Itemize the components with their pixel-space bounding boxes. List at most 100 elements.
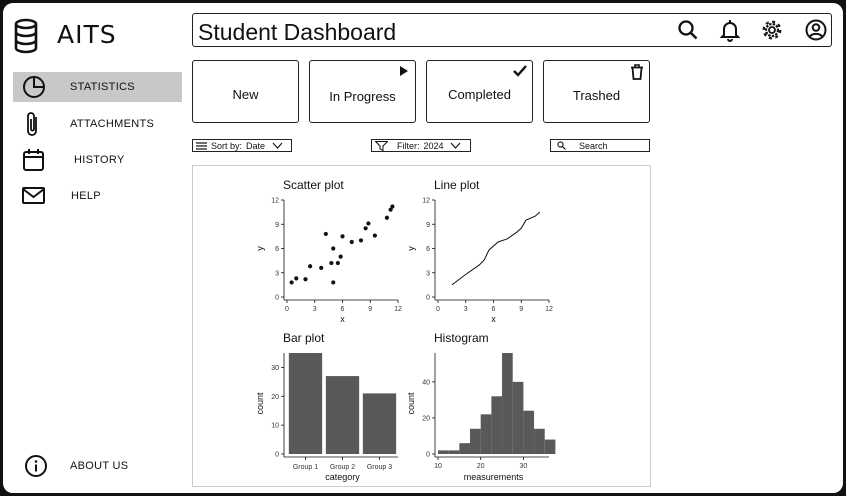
- histogram-bin: [448, 450, 460, 454]
- x-tick-label: 20: [477, 463, 485, 470]
- sidebar-item-help[interactable]: HELP: [13, 181, 182, 211]
- filter-dropdown[interactable]: Filter: 2024: [371, 139, 471, 152]
- scatter-point: [366, 221, 371, 226]
- histogram-bin: [502, 353, 513, 454]
- x-axis-label: x: [491, 314, 496, 324]
- x-tick-label: 9: [519, 306, 523, 313]
- x-tick-label: Group 2: [330, 464, 355, 471]
- histogram-bin: [544, 439, 556, 454]
- y-tick-label: 3: [275, 270, 279, 277]
- sort-dropdown[interactable]: Sort by: Date: [192, 139, 292, 152]
- scatter-point: [338, 254, 343, 259]
- search-icon: [557, 141, 566, 150]
- sidebar-item-label: ATTACHMENTS: [70, 118, 155, 130]
- database-icon: [14, 18, 38, 54]
- histogram-bin: [470, 428, 481, 454]
- scatter-point: [390, 204, 395, 209]
- histogram-bin: [491, 396, 503, 454]
- x-tick-label: 0: [436, 306, 440, 313]
- card-label: Trashed: [572, 88, 621, 103]
- y-tick-label: 20: [271, 394, 279, 401]
- card-new[interactable]: New: [192, 60, 299, 123]
- sidebar-item-label: STATISTICS: [70, 81, 135, 93]
- gear-icon[interactable]: [761, 19, 783, 41]
- filter-value: 2024: [423, 140, 444, 151]
- filter-icon: [375, 140, 388, 151]
- user-icon[interactable]: [805, 19, 827, 41]
- card-in-progress[interactable]: In Progress: [309, 60, 416, 123]
- charts-canvas: Scatter plot 0 3 6 9 12 y 0 3 6 9 12 x Line plot 0 3 6 9 1…: [255, 178, 556, 482]
- scatter-point: [319, 265, 324, 270]
- bar: [288, 353, 323, 454]
- bar: [362, 393, 397, 454]
- scatter-point: [388, 207, 393, 212]
- histogram-bin: [534, 428, 545, 454]
- about-us-label: ABOUT US: [70, 460, 129, 472]
- calendar-icon: [23, 149, 44, 171]
- y-tick-label: 0: [426, 295, 430, 302]
- scatter-point: [358, 238, 364, 243]
- x-tick-label: Group 1: [293, 464, 318, 471]
- mail-icon: [22, 187, 45, 204]
- histogram-bin: [480, 414, 492, 454]
- app-logo-text: AITS: [57, 20, 117, 49]
- y-tick-label: 40: [422, 379, 430, 386]
- chart-histogram: Histogram 0 20 40 count 10 20 30 measurements: [406, 331, 556, 482]
- y-tick-label: 0: [275, 452, 279, 459]
- bell-icon[interactable]: [719, 19, 741, 43]
- sidebar-item-history[interactable]: HISTORY: [13, 145, 182, 175]
- chart-line: Line plot 0 3 6 9 12 y 0 3 6 9 12 x: [406, 178, 553, 324]
- bottom-edge: [3, 489, 843, 493]
- x-tick-label: 3: [313, 306, 317, 313]
- x-tick-label: 0: [285, 306, 289, 313]
- x-tick-label: 6: [341, 306, 345, 313]
- y-tick-label: 0: [426, 452, 430, 459]
- y-tick-label: 3: [426, 270, 430, 277]
- scatter-point: [335, 260, 340, 266]
- x-tick-label: 9: [368, 306, 372, 313]
- y-axis-label: count: [255, 392, 265, 415]
- page-title: Student Dashboard: [198, 19, 397, 45]
- y-axis-label: y: [406, 246, 416, 251]
- x-axis-label: x: [340, 314, 345, 324]
- play-icon: [400, 66, 408, 76]
- app-window: AITS STATISTICS ATTACHMENTS HISTORY HELP: [3, 3, 843, 493]
- search-input[interactable]: Search: [550, 139, 650, 152]
- sidebar-item-about[interactable]: ABOUT US: [13, 451, 182, 481]
- scatter-point: [349, 239, 354, 245]
- header-bar: Student Dashboard: [192, 13, 832, 47]
- sort-label: Sort by:: [211, 140, 243, 151]
- chart-title: Line plot: [434, 178, 480, 192]
- card-trashed[interactable]: Trashed: [543, 60, 650, 123]
- y-tick-label: 6: [275, 246, 279, 253]
- menu-icon: [196, 141, 207, 150]
- scatter-point: [363, 226, 368, 231]
- x-tick-label: 30: [519, 463, 527, 470]
- y-tick-label: 20: [422, 415, 430, 422]
- x-tick-label: 12: [394, 306, 402, 313]
- scatter-point: [331, 280, 336, 285]
- info-icon: [25, 455, 47, 477]
- x-tick-label: Group 3: [367, 464, 392, 471]
- y-tick-label: 30: [271, 365, 279, 372]
- sidebar-item-label: HISTORY: [74, 154, 125, 166]
- trash-icon: [631, 64, 643, 80]
- histogram-bin: [523, 410, 535, 454]
- card-completed[interactable]: Completed: [426, 60, 533, 123]
- chart-panel: Scatter plot 0 3 6 9 12 y 0 3 6 9 12 x Line plot 0 3 6 9 1…: [192, 165, 651, 487]
- x-axis-label: category: [325, 472, 360, 482]
- chart-scatter: Scatter plot 0 3 6 9 12 y 0 3 6 9 12 x: [255, 178, 402, 324]
- y-axis-label: y: [255, 246, 265, 251]
- sidebar-item-attachments[interactable]: ATTACHMENTS: [13, 109, 182, 139]
- card-label: New: [232, 87, 259, 102]
- x-tick-label: 3: [464, 306, 468, 313]
- check-icon: [513, 65, 527, 77]
- scatter-point: [340, 234, 345, 239]
- chart-title: Scatter plot: [283, 178, 344, 192]
- sidebar-item-statistics[interactable]: STATISTICS: [13, 72, 182, 102]
- y-tick-label: 9: [426, 222, 430, 229]
- y-tick-label: 12: [422, 198, 430, 205]
- x-tick-label: 10: [434, 463, 442, 470]
- search-icon[interactable]: [677, 19, 699, 41]
- scatter-point: [372, 233, 377, 238]
